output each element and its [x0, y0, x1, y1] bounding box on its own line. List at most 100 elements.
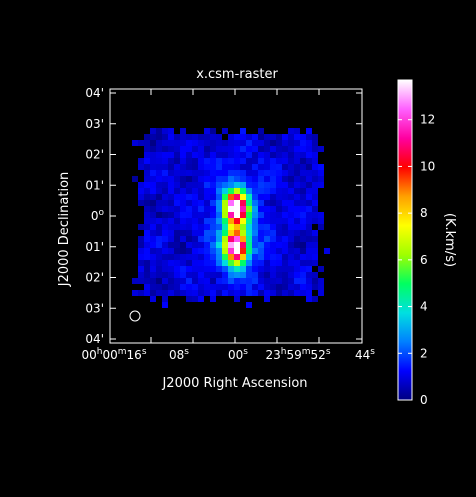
- raster-pixel: [192, 134, 198, 140]
- raster-pixel: [222, 182, 228, 188]
- raster-pixel: [264, 188, 270, 194]
- raster-pixel: [234, 236, 240, 242]
- raster-pixel: [210, 212, 216, 218]
- raster-pixel: [276, 152, 282, 158]
- raster-pixel: [180, 248, 186, 254]
- raster-pixel: [168, 206, 174, 212]
- raster-pixel: [246, 134, 252, 140]
- raster-pixel: [258, 158, 264, 164]
- raster-pixel: [252, 164, 258, 170]
- raster-pixel: [306, 200, 312, 206]
- raster-pixel: [300, 134, 306, 140]
- raster-pixel: [222, 128, 228, 134]
- raster-pixel: [270, 206, 276, 212]
- raster-pixel: [156, 248, 162, 254]
- raster-pixel: [174, 242, 180, 248]
- raster-pixel: [282, 242, 288, 248]
- y-tick-label: 04': [85, 332, 104, 346]
- raster-pixel: [276, 248, 282, 254]
- raster-pixel: [174, 164, 180, 170]
- raster-pixel: [234, 218, 240, 224]
- raster-pixel: [222, 278, 228, 284]
- raster-pixel: [180, 134, 186, 140]
- raster-pixel: [210, 284, 216, 290]
- raster-pixel: [234, 254, 240, 260]
- raster-pixel: [264, 140, 270, 146]
- raster-pixel: [276, 194, 282, 200]
- raster-pixel: [318, 182, 324, 188]
- raster-pixel: [318, 278, 324, 284]
- raster-pixel: [186, 176, 192, 182]
- raster-pixel: [264, 152, 270, 158]
- raster-pixel: [222, 158, 228, 164]
- raster-pixel: [276, 260, 282, 266]
- raster-pixel: [174, 146, 180, 152]
- raster-pixel: [210, 296, 216, 302]
- raster-pixel: [156, 194, 162, 200]
- raster-pixel: [240, 242, 246, 248]
- raster-pixel: [168, 254, 174, 260]
- raster-pixel: [258, 290, 264, 296]
- raster-pixel: [144, 188, 150, 194]
- raster-pixel: [198, 236, 204, 242]
- raster-pixel: [198, 278, 204, 284]
- raster-pixel: [270, 224, 276, 230]
- raster-pixel: [300, 260, 306, 266]
- raster-pixel: [210, 272, 216, 278]
- raster-pixel: [258, 206, 264, 212]
- raster-pixel: [204, 278, 210, 284]
- raster-pixel: [312, 278, 318, 284]
- raster-pixel: [312, 218, 318, 224]
- raster-pixel: [228, 140, 234, 146]
- raster-pixel: [306, 254, 312, 260]
- raster-pixel: [144, 212, 150, 218]
- raster-pixel: [264, 290, 270, 296]
- raster-pixel: [210, 134, 216, 140]
- raster-pixel: [210, 128, 216, 134]
- raster-pixel: [288, 272, 294, 278]
- raster-pixel: [210, 224, 216, 230]
- raster-pixel: [192, 266, 198, 272]
- raster-pixel: [156, 212, 162, 218]
- raster-pixel: [138, 278, 144, 284]
- raster-pixel: [240, 284, 246, 290]
- raster-pixel: [294, 146, 300, 152]
- x-axis-label: J2000 Right Ascension: [161, 376, 307, 391]
- raster-pixel: [174, 278, 180, 284]
- raster-pixel: [228, 218, 234, 224]
- raster-pixel: [210, 152, 216, 158]
- raster-pixel: [252, 290, 258, 296]
- raster-pixel: [234, 134, 240, 140]
- raster-pixel: [162, 200, 168, 206]
- raster-pixel: [186, 140, 192, 146]
- raster-pixel: [174, 248, 180, 254]
- raster-pixel: [252, 236, 258, 242]
- raster-pixel: [276, 236, 282, 242]
- raster-pixel: [198, 140, 204, 146]
- raster-pixel: [234, 290, 240, 296]
- colorbar-gradient: [397, 79, 413, 401]
- raster-pixel: [198, 146, 204, 152]
- raster-pixel: [264, 182, 270, 188]
- raster-pixel: [198, 260, 204, 266]
- raster-pixel: [168, 182, 174, 188]
- raster-pixel: [240, 272, 246, 278]
- raster-pixel: [282, 200, 288, 206]
- raster-pixel: [186, 248, 192, 254]
- raster-pixel: [168, 236, 174, 242]
- raster-pixel: [186, 254, 192, 260]
- raster-pixel: [222, 242, 228, 248]
- raster-pixel: [162, 284, 168, 290]
- raster-pixel: [180, 176, 186, 182]
- raster-pixel: [258, 218, 264, 224]
- raster-pixel: [276, 146, 282, 152]
- raster-pixel: [150, 290, 156, 296]
- raster-pixel: [294, 230, 300, 236]
- raster-pixel: [240, 140, 246, 146]
- raster-pixel: [306, 212, 312, 218]
- raster-pixel: [174, 224, 180, 230]
- raster-pixel: [300, 230, 306, 236]
- raster-pixel: [150, 248, 156, 254]
- raster-pixel: [240, 278, 246, 284]
- raster-pixel: [138, 290, 144, 296]
